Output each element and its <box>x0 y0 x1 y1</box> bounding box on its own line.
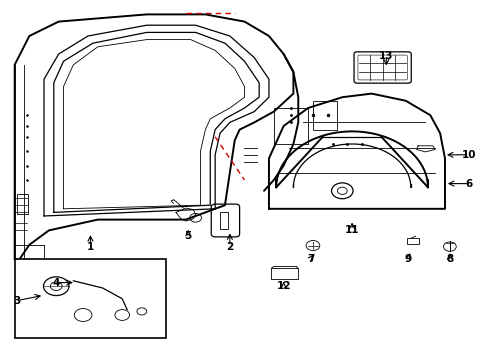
Bar <box>271 268 298 279</box>
Text: 7: 7 <box>306 254 314 264</box>
Text: 12: 12 <box>276 281 290 291</box>
Text: 13: 13 <box>378 51 393 61</box>
Bar <box>406 238 418 244</box>
Bar <box>312 101 337 130</box>
Bar <box>17 194 28 214</box>
Text: 9: 9 <box>404 254 411 264</box>
Text: 3: 3 <box>14 296 20 306</box>
Text: 11: 11 <box>344 225 359 235</box>
FancyBboxPatch shape <box>353 52 410 83</box>
Text: 6: 6 <box>465 179 472 189</box>
Text: 8: 8 <box>446 254 452 264</box>
Text: 10: 10 <box>461 150 476 160</box>
Text: 2: 2 <box>226 242 233 252</box>
Bar <box>273 108 307 144</box>
Text: 4: 4 <box>52 278 60 288</box>
Bar <box>15 259 166 338</box>
FancyBboxPatch shape <box>211 204 239 237</box>
Bar <box>219 212 228 229</box>
Text: 5: 5 <box>184 231 191 241</box>
Text: 1: 1 <box>87 242 94 252</box>
